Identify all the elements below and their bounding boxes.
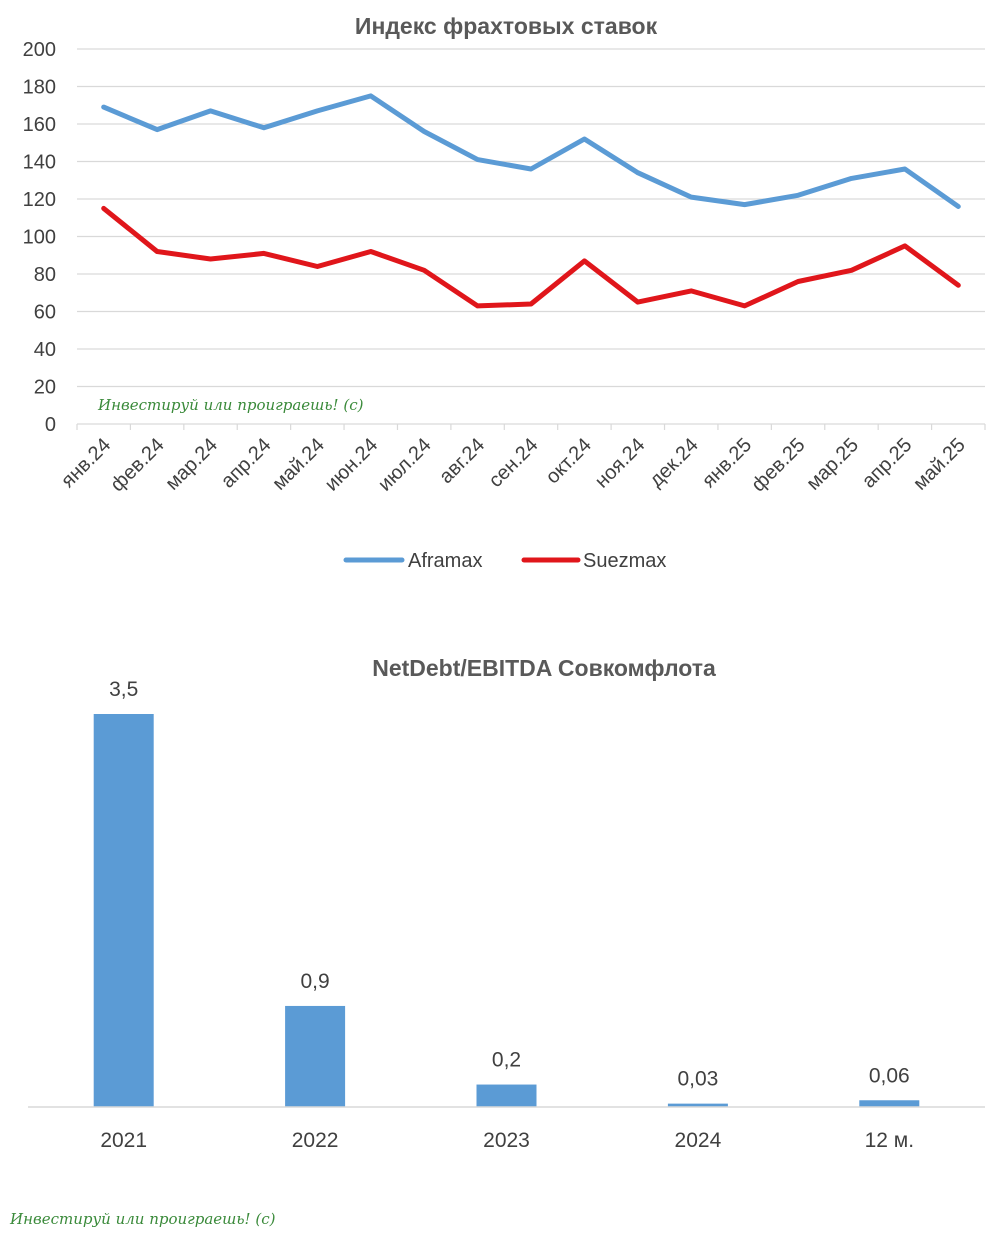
bar-value-label: 3,5 — [109, 678, 138, 701]
bar — [285, 1005, 346, 1107]
bar-value-label: 0,2 — [492, 1049, 521, 1072]
x-tick-label: май.25 — [909, 434, 970, 495]
series-line-suezmax — [101, 205, 961, 309]
chart-title: Индекс фрахтовых ставок — [355, 13, 658, 39]
y-tick-label: 80 — [34, 264, 56, 286]
x-tick-label: фев.25 — [747, 434, 809, 496]
netdebt-ebitda-chart: NetDebt/EBITDA Совкомфлота 3,5 2021 0,9 202… — [9, 655, 985, 1228]
bars: 3,5 2021 0,9 2022 0,2 2023 0,03 2024 0,06 12 м. — [93, 678, 920, 1152]
legend-label-suezmax: Suezmax — [583, 550, 666, 572]
bar — [93, 714, 154, 1107]
x-tick-label: фев.24 — [106, 434, 168, 496]
y-tick-label: 140 — [23, 152, 56, 174]
series-line-aframax — [101, 93, 961, 209]
x-tick-label: ноя.24 — [591, 434, 650, 493]
gridlines — [77, 48, 985, 425]
x-tick-label: мар.25 — [802, 434, 863, 495]
bar — [859, 1100, 920, 1107]
x-tick-label: янв.24 — [57, 434, 115, 492]
legend: Aframax Suezmax — [343, 550, 666, 572]
x-tick-label: авг.24 — [435, 434, 489, 488]
x-tick-label: 2021 — [100, 1129, 147, 1152]
watermark-text: Инвестируй или проиграешь! (c) — [9, 1210, 276, 1228]
y-tick-label: 0 — [45, 414, 56, 436]
x-tick-label: сен.24 — [485, 434, 543, 492]
y-tick-label: 200 — [23, 39, 56, 61]
y-tick-label: 160 — [23, 114, 56, 136]
x-tick-label: июл.24 — [374, 434, 436, 496]
bar — [476, 1084, 537, 1107]
y-tick-label: 60 — [34, 302, 56, 324]
y-axis-ticks: 0 20 40 60 80 100 120 140 160 180 200 — [23, 39, 56, 436]
x-tick-label: окт.24 — [542, 434, 596, 488]
bar — [667, 1103, 728, 1107]
freight-index-chart: Индекс фрахтовых ставок 0 20 40 60 80 100 120 1… — [23, 13, 986, 572]
legend-label-aframax: Aframax — [408, 550, 482, 572]
bar-value-label: 0,06 — [869, 1064, 910, 1087]
x-tick-label: июн.24 — [321, 434, 383, 496]
x-tick-label: 12 м. — [865, 1129, 914, 1152]
x-tick-label: мар.24 — [161, 434, 222, 495]
x-tick-label: янв.25 — [698, 434, 756, 492]
bar-value-label: 0,9 — [300, 970, 329, 993]
x-tick-label: 2023 — [483, 1129, 530, 1152]
y-tick-label: 180 — [23, 77, 56, 99]
x-tick-label: 2022 — [292, 1129, 339, 1152]
y-tick-label: 100 — [23, 227, 56, 249]
series-lines — [101, 93, 961, 309]
y-tick-label: 20 — [34, 377, 56, 399]
x-tick-label: 2024 — [675, 1129, 722, 1152]
y-tick-label: 40 — [34, 339, 56, 361]
y-tick-label: 120 — [23, 189, 56, 211]
bar-value-label: 0,03 — [677, 1068, 718, 1091]
x-tick-label: май.24 — [268, 434, 329, 495]
x-axis-ticks: янв.24фев.24мар.24апр.24май.24июн.24июл.… — [57, 424, 986, 496]
x-tick-label: апр.25 — [858, 434, 917, 493]
x-tick-label: дек.24 — [645, 434, 703, 492]
chart-title: NetDebt/EBITDA Совкомфлота — [372, 655, 716, 681]
x-tick-label: апр.24 — [217, 434, 276, 493]
watermark-text: Инвестируй или проиграешь! (c) — [97, 396, 364, 414]
